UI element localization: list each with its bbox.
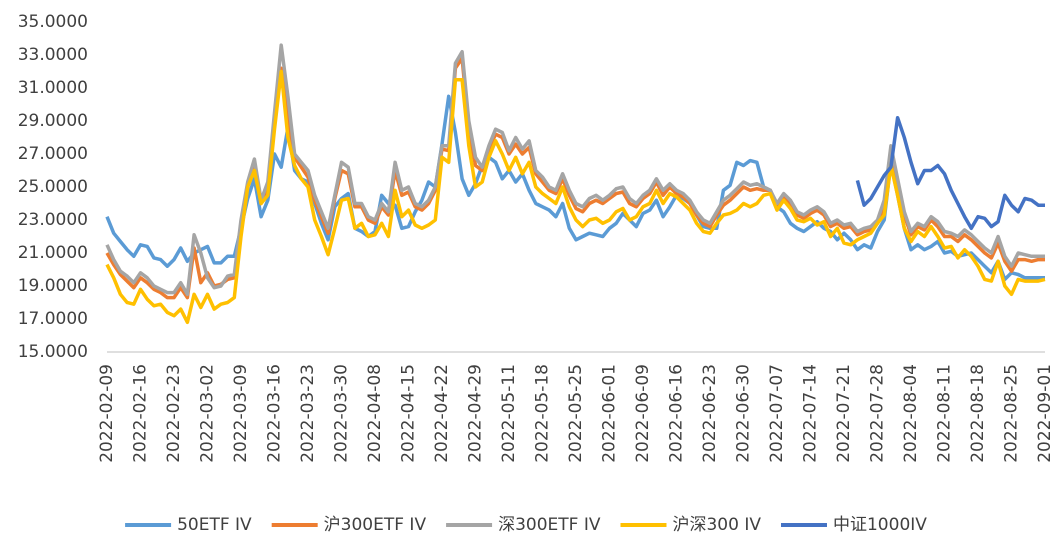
x-tick-label: 2022-02-16 xyxy=(131,364,151,463)
y-tick-label: 25.0000 xyxy=(18,177,88,197)
y-tick-label: 19.0000 xyxy=(18,276,88,296)
x-tick-label: 2022-04-15 xyxy=(399,364,419,463)
x-tick-label: 2022-04-22 xyxy=(432,364,452,463)
x-tick-label: 2022-07-07 xyxy=(767,364,787,463)
x-tick-label: 2022-09-01 xyxy=(1035,364,1052,463)
y-tick-label: 29.0000 xyxy=(18,111,88,131)
x-tick-label: 2022-04-08 xyxy=(365,364,385,463)
x-tick-label: 2022-07-28 xyxy=(868,364,888,463)
x-tick-label: 2022-08-25 xyxy=(1002,364,1022,463)
x-tick-label: 2022-06-30 xyxy=(734,364,754,463)
x-tick-label: 2022-08-18 xyxy=(968,364,988,463)
legend-label: 深300ETF IV xyxy=(498,515,601,535)
series-line xyxy=(105,69,1046,325)
series-line xyxy=(105,43,1045,297)
legend-label: 中证1000IV xyxy=(833,515,927,535)
x-tick-label: 2022-03-09 xyxy=(231,364,251,463)
y-tick-label: 31.0000 xyxy=(18,78,88,98)
series-line xyxy=(855,115,1045,231)
x-tick-label: 2022-07-21 xyxy=(834,364,854,463)
x-tick-label: 2022-06-23 xyxy=(700,364,720,463)
y-tick-label: 27.0000 xyxy=(18,144,88,164)
y-tick-label: 21.0000 xyxy=(18,243,88,263)
legend-label: 50ETF IV xyxy=(177,515,252,535)
x-tick-label: 2022-03-30 xyxy=(332,364,352,463)
x-tick-label: 2022-05-25 xyxy=(566,364,586,463)
legend-label: 沪深300 IV xyxy=(672,515,761,535)
x-tick-label: 2022-08-11 xyxy=(935,364,955,463)
y-tick-label: 33.0000 xyxy=(18,45,88,65)
x-tick-label: 2022-04-29 xyxy=(466,364,486,463)
x-tick-label: 2022-02-23 xyxy=(164,364,184,463)
x-tick-label: 2022-05-18 xyxy=(533,364,553,463)
y-tick-label: 15.0000 xyxy=(18,342,88,362)
x-tick-label: 2022-07-14 xyxy=(801,364,821,463)
y-tick-label: 17.0000 xyxy=(18,309,88,329)
x-tick-label: 2022-02-09 xyxy=(97,364,117,463)
x-tick-label: 2022-08-04 xyxy=(901,364,921,463)
x-tick-label: 2022-05-11 xyxy=(499,364,519,463)
legend-label: 沪300ETF IV xyxy=(324,515,427,535)
y-tick-label: 23.0000 xyxy=(18,210,88,230)
x-tick-label: 2022-03-02 xyxy=(198,364,218,463)
x-tick-label: 2022-06-09 xyxy=(633,364,653,463)
x-tick-label: 2022-03-16 xyxy=(265,364,285,463)
y-tick-label: 35.0000 xyxy=(18,12,88,32)
x-tick-label: 2022-03-23 xyxy=(298,364,318,463)
x-tick-label: 2022-06-16 xyxy=(667,364,687,463)
legend: 50ETF IV 沪300ETF IV 深300ETF IV 沪深300 IV 中证10… xyxy=(125,515,927,535)
x-tick-label: 2022-06-01 xyxy=(600,364,620,463)
